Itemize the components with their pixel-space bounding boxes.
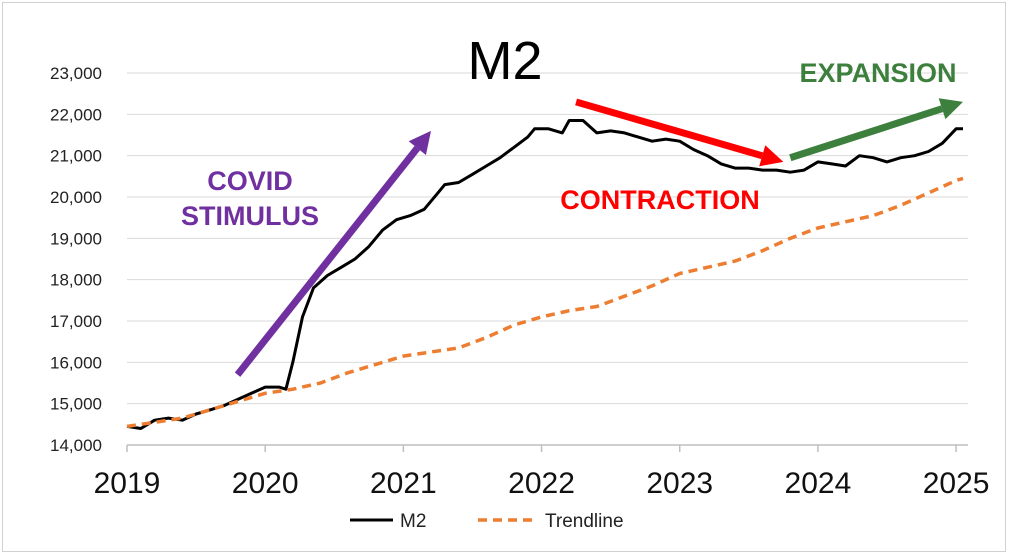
y-tick-label: 17,000 <box>50 312 102 331</box>
x-axis-ticks: 2019 2020 2021 2022 2023 2024 2025 <box>94 445 990 500</box>
annotation-arrow-head <box>759 145 784 167</box>
annotation-label: CONTRACTION <box>560 185 759 215</box>
annotation-arrow-head <box>408 130 431 155</box>
y-tick-label: 16,000 <box>50 353 102 372</box>
y-tick-label: 22,000 <box>50 105 102 124</box>
annotation-arrow-shaft <box>575 98 764 160</box>
x-tick-label: 2025 <box>923 467 990 500</box>
x-tick-label: 2020 <box>232 467 299 500</box>
x-tick-label: 2023 <box>646 467 713 500</box>
x-tick-label: 2019 <box>94 467 161 500</box>
legend-label-m2: M2 <box>400 511 426 532</box>
y-tick-label: 23,000 <box>50 64 102 83</box>
annotations: COVID STIMULUS CONTRACTION EXPANSION <box>181 58 963 377</box>
annotation-label: EXPANSION <box>799 58 956 88</box>
y-tick-label: 15,000 <box>50 395 102 414</box>
series-lines <box>126 119 964 430</box>
y-tick-label: 20,000 <box>50 188 102 207</box>
chart-title: M2 <box>467 31 542 91</box>
annotation-arrow-head <box>938 98 963 120</box>
x-tick-label: 2024 <box>785 467 852 500</box>
x-tick-label: 2021 <box>370 467 437 500</box>
y-axis-ticks: 14,000 15,000 16,000 17,000 18,000 19,000 20,0… <box>50 64 102 455</box>
series-line-m2 <box>126 119 963 430</box>
y-tick-label: 18,000 <box>50 271 102 290</box>
annotation-label: COVID <box>207 166 293 196</box>
y-tick-label: 14,000 <box>50 436 102 455</box>
x-tick-label: 2022 <box>508 467 575 500</box>
gridlines <box>127 72 968 405</box>
y-tick-label: 21,000 <box>50 147 102 166</box>
y-tick-label: 19,000 <box>50 229 102 248</box>
annotation-arrow-shaft <box>234 145 421 377</box>
legend: M2 Trendline <box>350 511 624 532</box>
legend-label-trendline: Trendline <box>545 511 624 532</box>
annotation-arrow-shaft <box>789 105 944 162</box>
annotation-label: STIMULUS <box>181 201 319 231</box>
